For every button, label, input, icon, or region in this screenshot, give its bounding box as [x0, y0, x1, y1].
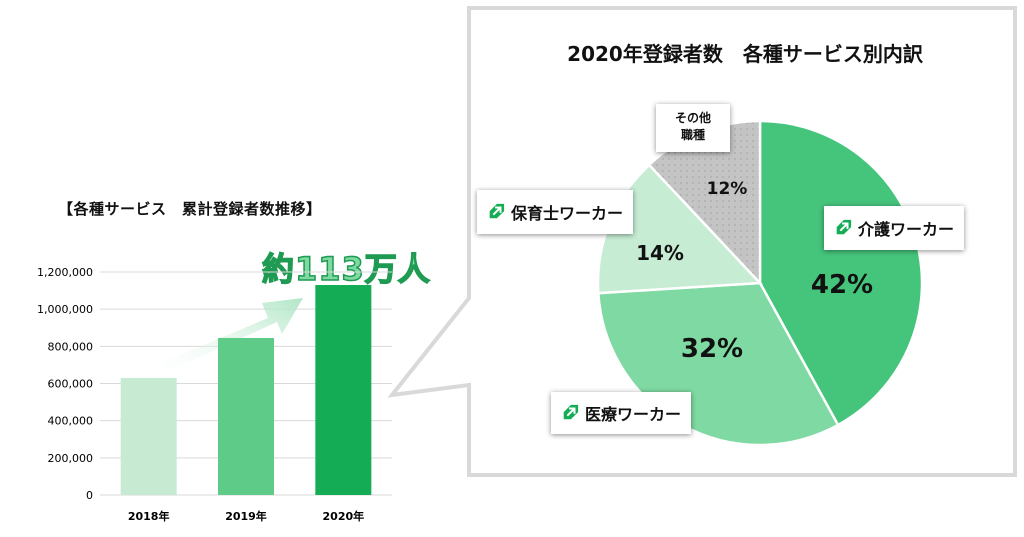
pie-value-label: 12%: [707, 179, 748, 199]
label-kaigo-worker: 介護ワーカー: [824, 206, 965, 250]
leaf-arrow-icon: [836, 219, 852, 235]
label-text: 医療ワーカー: [585, 405, 682, 424]
total-annotation: 約113万人: [261, 249, 431, 289]
x-tick-label: 2018年: [128, 509, 170, 523]
y-tick-label: 200,000: [48, 452, 94, 465]
pie-value-label: 42%: [811, 270, 873, 300]
y-tick-label: 400,000: [48, 415, 94, 428]
pie-value-label: 32%: [681, 334, 743, 364]
bar-2019年: [218, 337, 274, 495]
label-iryo-worker: 医療ワーカー: [551, 392, 692, 434]
y-tick-label: 600,000: [48, 378, 94, 391]
y-tick-label: 0: [86, 489, 93, 502]
label-text: 介護ワーカー: [858, 220, 955, 239]
label-other-jobs: その他 職種: [656, 104, 730, 152]
x-tick-label: 2019年: [225, 509, 267, 523]
pie-value-label: 14%: [636, 241, 684, 265]
y-tick-label: 800,000: [48, 340, 94, 353]
label-hoikushi-worker: 保育士ワーカー: [477, 190, 634, 234]
y-tick-label: 1,000,000: [37, 303, 93, 316]
x-tick-label: 2020年: [323, 509, 365, 523]
bar-2018年: [120, 377, 177, 495]
label-text: 保育士ワーカー: [511, 204, 624, 223]
bar-chart-title: 【各種サービス 累計登録者数推移】: [58, 200, 322, 218]
leaf-arrow-icon: [563, 404, 579, 420]
pie-chart-title: 2020年登録者数 各種サービス別内訳: [567, 42, 923, 66]
bar-2020年: [315, 285, 372, 495]
leaf-arrow-icon: [489, 203, 505, 219]
y-tick-label: 1,200,000: [37, 266, 93, 279]
